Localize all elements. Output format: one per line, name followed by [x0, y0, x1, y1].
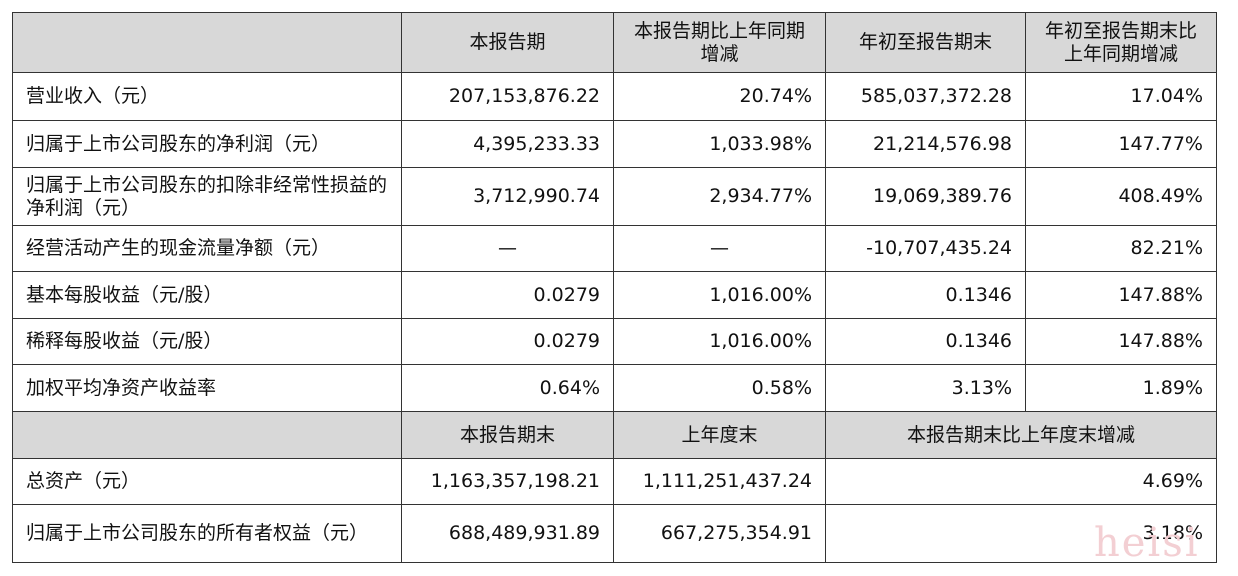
- row-label: 加权平均净资产收益率: [12, 364, 402, 412]
- cell-ytd: 21,214,576.98: [825, 120, 1026, 168]
- cell-current-period: —: [401, 225, 614, 272]
- cell-ytd: 0.1346: [825, 271, 1026, 319]
- cell-ytd: 0.1346: [825, 318, 1026, 365]
- header-cell: [12, 411, 402, 459]
- row-label: 稀释每股收益（元/股）: [12, 318, 402, 365]
- cell-current-period: 3,712,990.74: [401, 167, 614, 226]
- table-row: 总资产（元） 1,163,357,198.21 1,111,251,437.24…: [12, 458, 1217, 505]
- cell-ytd: 3.13%: [825, 364, 1026, 412]
- header-cell: 年初至报告期末: [825, 12, 1026, 73]
- cell-ytd-change: 82.21%: [1025, 225, 1217, 272]
- row-label: 经营活动产生的现金流量净额（元）: [12, 225, 402, 272]
- header-row-1: 本报告期 本报告期比上年同期增减 年初至报告期末 年初至报告期末比上年同期增减: [12, 12, 1217, 73]
- cell-prior-year-end: 667,275,354.91: [613, 504, 826, 563]
- row-label: 归属于上市公司股东的净利润（元）: [12, 120, 402, 168]
- cell-current-period: 0.0279: [401, 318, 614, 365]
- cell-ytd: 585,037,372.28: [825, 72, 1026, 121]
- header-cell: 上年度末: [613, 411, 826, 459]
- header-cell: [12, 12, 402, 73]
- cell-ytd-change: 17.04%: [1025, 72, 1217, 121]
- cell-current-change: 20.74%: [613, 72, 826, 121]
- cell-current-change: 1,033.98%: [613, 120, 826, 168]
- cell-ytd-change: 147.88%: [1025, 271, 1217, 319]
- cell-current-period: 207,153,876.22: [401, 72, 614, 121]
- table-row: 基本每股收益（元/股） 0.0279 1,016.00% 0.1346 147.…: [12, 271, 1217, 319]
- table-row: 加权平均净资产收益率 0.64% 0.58% 3.13% 1.89%: [12, 364, 1217, 412]
- cell-current-change: —: [613, 225, 826, 272]
- row-label: 基本每股收益（元/股）: [12, 271, 402, 319]
- table-row: 经营活动产生的现金流量净额（元） — — -10,707,435.24 82.2…: [12, 225, 1217, 272]
- cell-ytd-change: 408.49%: [1025, 167, 1217, 226]
- header-cell: 本报告期比上年同期增减: [613, 12, 826, 73]
- financial-data-table: 本报告期 本报告期比上年同期增减 年初至报告期末 年初至报告期末比上年同期增减 …: [12, 12, 1217, 563]
- cell-prior-year-end: 1,111,251,437.24: [613, 458, 826, 505]
- table-row: 稀释每股收益（元/股） 0.0279 1,016.00% 0.1346 147.…: [12, 318, 1217, 365]
- cell-ytd: -10,707,435.24: [825, 225, 1026, 272]
- row-label: 归属于上市公司股东的扣除非经常性损益的净利润（元）: [12, 167, 402, 226]
- table-row: 营业收入（元） 207,153,876.22 20.74% 585,037,37…: [12, 72, 1217, 121]
- cell-current-period: 0.0279: [401, 271, 614, 319]
- cell-current-period: 0.64%: [401, 364, 614, 412]
- cell-current-period: 4,395,233.33: [401, 120, 614, 168]
- cell-current-change: 1,016.00%: [613, 271, 826, 319]
- table-row: 归属于上市公司股东的所有者权益（元） 688,489,931.89 667,27…: [12, 504, 1217, 563]
- cell-current-change: 2,934.77%: [613, 167, 826, 226]
- cell-period-end: 1,163,357,198.21: [401, 458, 614, 505]
- watermark: heisi: [1094, 520, 1200, 566]
- cell-current-change: 0.58%: [613, 364, 826, 412]
- cell-ytd-change: 147.88%: [1025, 318, 1217, 365]
- cell-change: 3.18%: [825, 504, 1217, 563]
- row-label: 总资产（元）: [12, 458, 402, 505]
- table-row: 归属于上市公司股东的净利润（元） 4,395,233.33 1,033.98% …: [12, 120, 1217, 168]
- cell-ytd: 19,069,389.76: [825, 167, 1026, 226]
- header-cell: 本报告期末: [401, 411, 614, 459]
- cell-ytd-change: 1.89%: [1025, 364, 1217, 412]
- cell-current-change: 1,016.00%: [613, 318, 826, 365]
- table-row: 归属于上市公司股东的扣除非经常性损益的净利润（元） 3,712,990.74 2…: [12, 167, 1217, 226]
- cell-period-end: 688,489,931.89: [401, 504, 614, 563]
- cell-ytd-change: 147.77%: [1025, 120, 1217, 168]
- header-cell: 本报告期: [401, 12, 614, 73]
- row-label: 归属于上市公司股东的所有者权益（元）: [12, 504, 402, 563]
- row-label: 营业收入（元）: [12, 72, 402, 121]
- cell-change: 4.69%: [825, 458, 1217, 505]
- header-cell: 本报告期末比上年度末增减: [825, 411, 1217, 459]
- header-cell: 年初至报告期末比上年同期增减: [1025, 12, 1217, 73]
- header-row-2: 本报告期末 上年度末 本报告期末比上年度末增减: [12, 411, 1217, 459]
